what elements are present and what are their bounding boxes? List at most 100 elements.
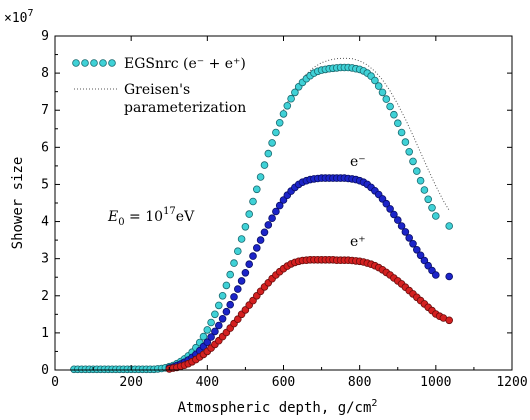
x-tick-label: 0 bbox=[51, 375, 59, 390]
energy-symbol: E bbox=[107, 209, 118, 225]
axes-layer: 0 200 400 600 800 1000 1200 0 1 2 3 4 5 6 7 8 9 bbox=[41, 29, 527, 390]
electron-point bbox=[256, 236, 265, 244]
egsnrc-total-point bbox=[260, 161, 269, 169]
x-tick-label: 600 bbox=[272, 375, 295, 390]
electron-point bbox=[234, 285, 242, 293]
electron-point bbox=[203, 338, 212, 347]
egsnrc-total-point bbox=[211, 310, 219, 319]
egsnrc-total-point bbox=[279, 110, 288, 118]
egsnrc-total-point bbox=[249, 197, 257, 206]
y-tick-label: 2 bbox=[41, 289, 49, 304]
x-tick-label: 800 bbox=[348, 375, 371, 390]
electron-point bbox=[275, 201, 284, 210]
egsnrc-total-point bbox=[207, 318, 215, 327]
egsnrc-total-point bbox=[424, 195, 433, 204]
electron-point bbox=[393, 216, 402, 224]
egsnrc-total-point bbox=[226, 270, 235, 279]
x-tick-label: 400 bbox=[196, 375, 219, 390]
legend-marker bbox=[99, 59, 107, 67]
electron-point bbox=[268, 214, 276, 223]
electron-point bbox=[241, 268, 250, 277]
y-multiplier-prefix: ×10 bbox=[4, 11, 27, 26]
electron-point bbox=[207, 333, 215, 341]
electron-point bbox=[401, 228, 410, 236]
marker-layer bbox=[70, 63, 454, 374]
greisen-curve bbox=[283, 57, 450, 211]
y-axis-label: Shower size bbox=[10, 157, 26, 250]
egsnrc-total-point bbox=[378, 88, 387, 97]
egsnrc-total-point bbox=[405, 148, 414, 156]
egsnrc-total-point bbox=[412, 167, 421, 175]
y-axis-multiplier: ×107 bbox=[4, 8, 34, 26]
egsnrc-total-point bbox=[234, 247, 242, 256]
energy-unit: eV bbox=[176, 209, 195, 225]
energy-equals: = 10 bbox=[125, 209, 163, 225]
greisen-parameterization-layer bbox=[283, 57, 450, 211]
egsnrc-total-point bbox=[264, 149, 273, 158]
egsnrc-total-point bbox=[245, 210, 254, 218]
energy-annotation: E0 = 1017eV bbox=[107, 206, 195, 228]
egsnrc-total-point bbox=[275, 119, 284, 127]
electron-point bbox=[260, 228, 269, 237]
electron-point bbox=[431, 271, 440, 279]
y-tick-label: 4 bbox=[41, 215, 49, 230]
x-axis-label-main: Atmospheric depth, g/cm bbox=[178, 400, 372, 416]
egsnrc-total-point bbox=[393, 119, 402, 127]
electron-point bbox=[252, 244, 261, 252]
egsnrc-total-point bbox=[397, 128, 406, 137]
egsnrc-total-point bbox=[222, 281, 231, 290]
y-tick-label: 6 bbox=[41, 140, 49, 155]
x-tick-label: 1000 bbox=[420, 375, 451, 390]
egsnrc-total-point bbox=[386, 102, 394, 111]
y-tick-label: 3 bbox=[41, 252, 49, 267]
electron-point bbox=[390, 210, 398, 219]
x-axis-label: Atmospheric depth, g/cm2 bbox=[178, 398, 378, 416]
series-label-electrons: e⁻ bbox=[350, 154, 366, 170]
series-electron bbox=[165, 174, 454, 372]
egsnrc-total-point bbox=[428, 204, 436, 212]
y-multiplier-exponent: 7 bbox=[27, 8, 33, 19]
egsnrc-total-point bbox=[268, 139, 276, 147]
electron-point bbox=[272, 207, 280, 216]
series-egsnrc-total bbox=[70, 63, 454, 374]
egsnrc-total-point bbox=[374, 82, 383, 90]
electron-point bbox=[226, 300, 235, 309]
egsnrc-total-point bbox=[371, 76, 379, 85]
y-tick-label: 1 bbox=[41, 326, 49, 341]
electron-point bbox=[222, 307, 231, 316]
egsnrc-total-point bbox=[272, 128, 280, 137]
egsnrc-total-point bbox=[390, 110, 398, 119]
egsnrc-total-point bbox=[401, 138, 410, 146]
energy-exponent: 17 bbox=[163, 206, 176, 217]
legend-marker bbox=[90, 59, 98, 67]
energy-subscript: 0 bbox=[118, 217, 124, 228]
legend-label-greisen-line2: parameterization bbox=[124, 100, 246, 116]
electron-point bbox=[211, 327, 219, 336]
egsnrc-total-point bbox=[199, 332, 208, 341]
egsnrc-total-point bbox=[230, 259, 238, 267]
positron-point bbox=[234, 315, 242, 324]
electron-point bbox=[420, 256, 429, 265]
electron-point bbox=[416, 251, 425, 260]
egsnrc-total-point bbox=[283, 102, 292, 110]
egsnrc-total-point bbox=[252, 185, 261, 194]
egsnrc-total-point bbox=[218, 291, 227, 300]
egsnrc-total-point bbox=[203, 326, 212, 334]
egsnrc-total-point bbox=[416, 176, 425, 185]
egsnrc-total-point bbox=[241, 223, 250, 231]
plot-frame bbox=[54, 35, 513, 371]
egsnrc-total-point bbox=[445, 222, 454, 230]
electron-point bbox=[249, 252, 257, 260]
legend-label-egsnrc: EGSnrc (e⁻ + e⁺) bbox=[124, 56, 246, 72]
egsnrc-total-point bbox=[420, 186, 429, 194]
legend-marker bbox=[81, 59, 89, 67]
egsnrc-total-point bbox=[409, 157, 417, 166]
legend-marker bbox=[72, 59, 80, 67]
egsnrc-total-point bbox=[431, 212, 440, 220]
electron-point bbox=[218, 314, 227, 323]
electron-point bbox=[405, 234, 414, 242]
y-tick-label: 5 bbox=[41, 177, 49, 192]
electron-point bbox=[409, 240, 417, 248]
x-tick-label: 1200 bbox=[496, 375, 527, 390]
